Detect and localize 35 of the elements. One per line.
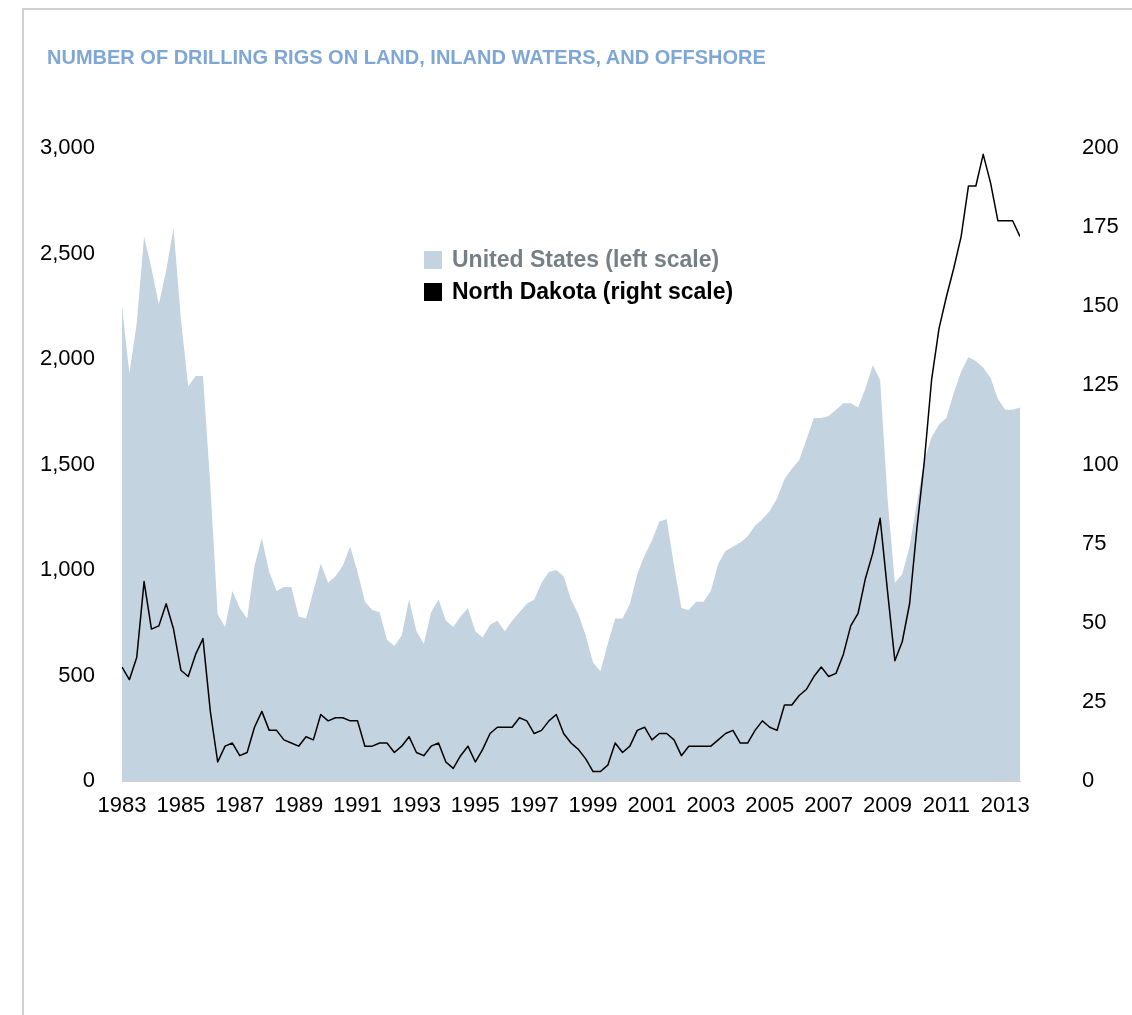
x-tick-label: 1991 [333, 792, 383, 818]
x-tick-label: 1993 [391, 792, 441, 818]
y2-tick-label: 175 [1082, 213, 1119, 239]
x-tick-label: 2011 [922, 792, 971, 818]
x-tick-label: 2009 [863, 792, 912, 818]
y2-tick-label: 0 [1082, 767, 1095, 793]
x-tick-label: 2001 [627, 792, 677, 818]
x-tick-label: 1989 [274, 792, 324, 818]
x-tick-label: 2013 [980, 792, 1030, 818]
y-tick-label: 2,500 [39, 239, 95, 265]
x-tick-label: 2005 [745, 792, 795, 818]
legend-label: North Dakota (right scale) [452, 278, 734, 304]
x-tick-label: 2003 [686, 792, 736, 818]
y-tick-label: 1,500 [39, 450, 95, 476]
y-tick-label: 3,000 [39, 134, 95, 160]
x-tick-label: 1995 [450, 792, 500, 818]
x-tick-label: 1999 [568, 792, 618, 818]
y2-tick-label: 50 [1082, 608, 1107, 634]
y-tick-label: 2,000 [39, 345, 95, 371]
x-tick-label: 1987 [215, 792, 265, 818]
y2-tick-label: 100 [1082, 450, 1119, 476]
y2-tick-label: 25 [1082, 687, 1107, 713]
legend-label: United States (left scale) [452, 246, 720, 272]
y2-tick-label: 200 [1082, 134, 1119, 160]
y-tick-label: 500 [58, 661, 95, 687]
y2-tick-label: 75 [1082, 529, 1107, 555]
x-tick-label: 1997 [509, 792, 559, 818]
y-tick-label: 1,000 [39, 556, 95, 582]
x-tick-label: 1983 [97, 792, 147, 818]
x-tick-label: 1985 [156, 792, 206, 818]
chart-title: NUMBER OF DRILLING RIGS ON LAND, INLAND WATERS, AND OFFSHORE [47, 46, 766, 69]
x-tick-label: 2007 [804, 792, 854, 818]
y2-tick-label: 150 [1082, 292, 1119, 318]
y-tick-label: 0 [82, 767, 95, 793]
y2-tick-label: 125 [1082, 371, 1119, 397]
